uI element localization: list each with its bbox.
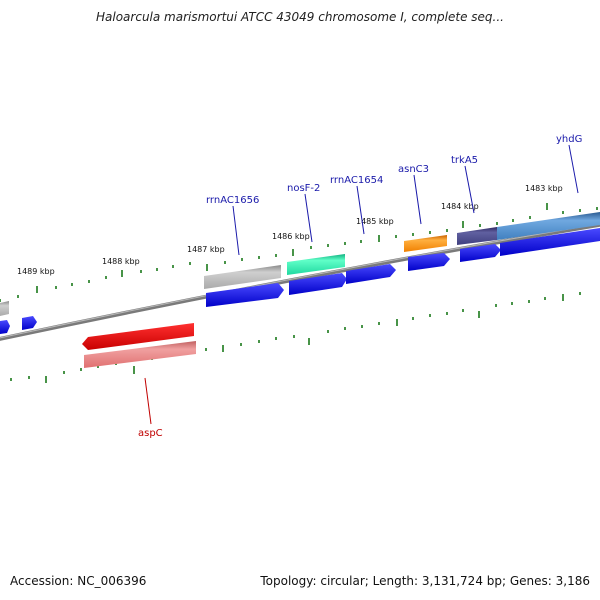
nosf-feature	[287, 254, 345, 275]
aspc-feature	[84, 341, 196, 368]
gray-feature-left	[0, 301, 9, 316]
gene-label-aspc[interactable]: aspC	[138, 428, 163, 439]
genome-info-label: Topology: circular; Length: 3,131,724 bp…	[260, 574, 590, 588]
genome-backbone	[0, 222, 600, 341]
yhdg-feature	[497, 212, 600, 240]
outer-tick-ring	[0, 203, 598, 302]
gene-label-asnc3[interactable]: asnC3	[398, 164, 429, 175]
cds-arrow-2	[289, 273, 347, 295]
trka5-feature	[457, 227, 497, 245]
cds-arrow-4	[408, 253, 450, 271]
cds-arrow-6	[500, 228, 600, 256]
gray-feature-rrnac1656	[204, 265, 281, 289]
gene-label-rrnac1654[interactable]: rrnAC1654	[330, 175, 383, 186]
accession-label: Accession: NC_006396	[10, 574, 147, 588]
genome-backbone-highlight	[0, 223, 600, 339]
cds-arrow-1	[206, 283, 284, 307]
cds-arrow-far-left	[0, 320, 10, 334]
tick-label-1485: 1485 kbp	[356, 217, 394, 226]
tick-label-1484: 1484 kbp	[441, 202, 479, 211]
tick-label-1486: 1486 kbp	[272, 232, 310, 241]
aspc-arrow	[82, 323, 194, 350]
tick-label-1487: 1487 kbp	[187, 245, 225, 254]
tick-label-1489: 1489 kbp	[17, 267, 55, 276]
asnc3-feature	[404, 235, 447, 252]
gene-label-nosf-2[interactable]: nosF-2	[287, 183, 320, 194]
tick-label-1483: 1483 kbp	[525, 184, 563, 193]
gene-label-yhdg[interactable]: yhdG	[556, 134, 582, 145]
tick-label-1488: 1488 kbp	[102, 257, 140, 266]
label-leader-lines	[144, 144, 579, 425]
gene-label-rrnac1656[interactable]: rrnAC1656	[206, 195, 259, 206]
cds-arrow-5	[460, 244, 501, 262]
map-title: Haloarcula marismortui ATCC 43049 chromo…	[96, 10, 504, 24]
gene-label-trka5[interactable]: trkA5	[451, 155, 478, 166]
cds-arrow-3	[346, 264, 396, 284]
cds-arrow-left	[22, 316, 37, 330]
